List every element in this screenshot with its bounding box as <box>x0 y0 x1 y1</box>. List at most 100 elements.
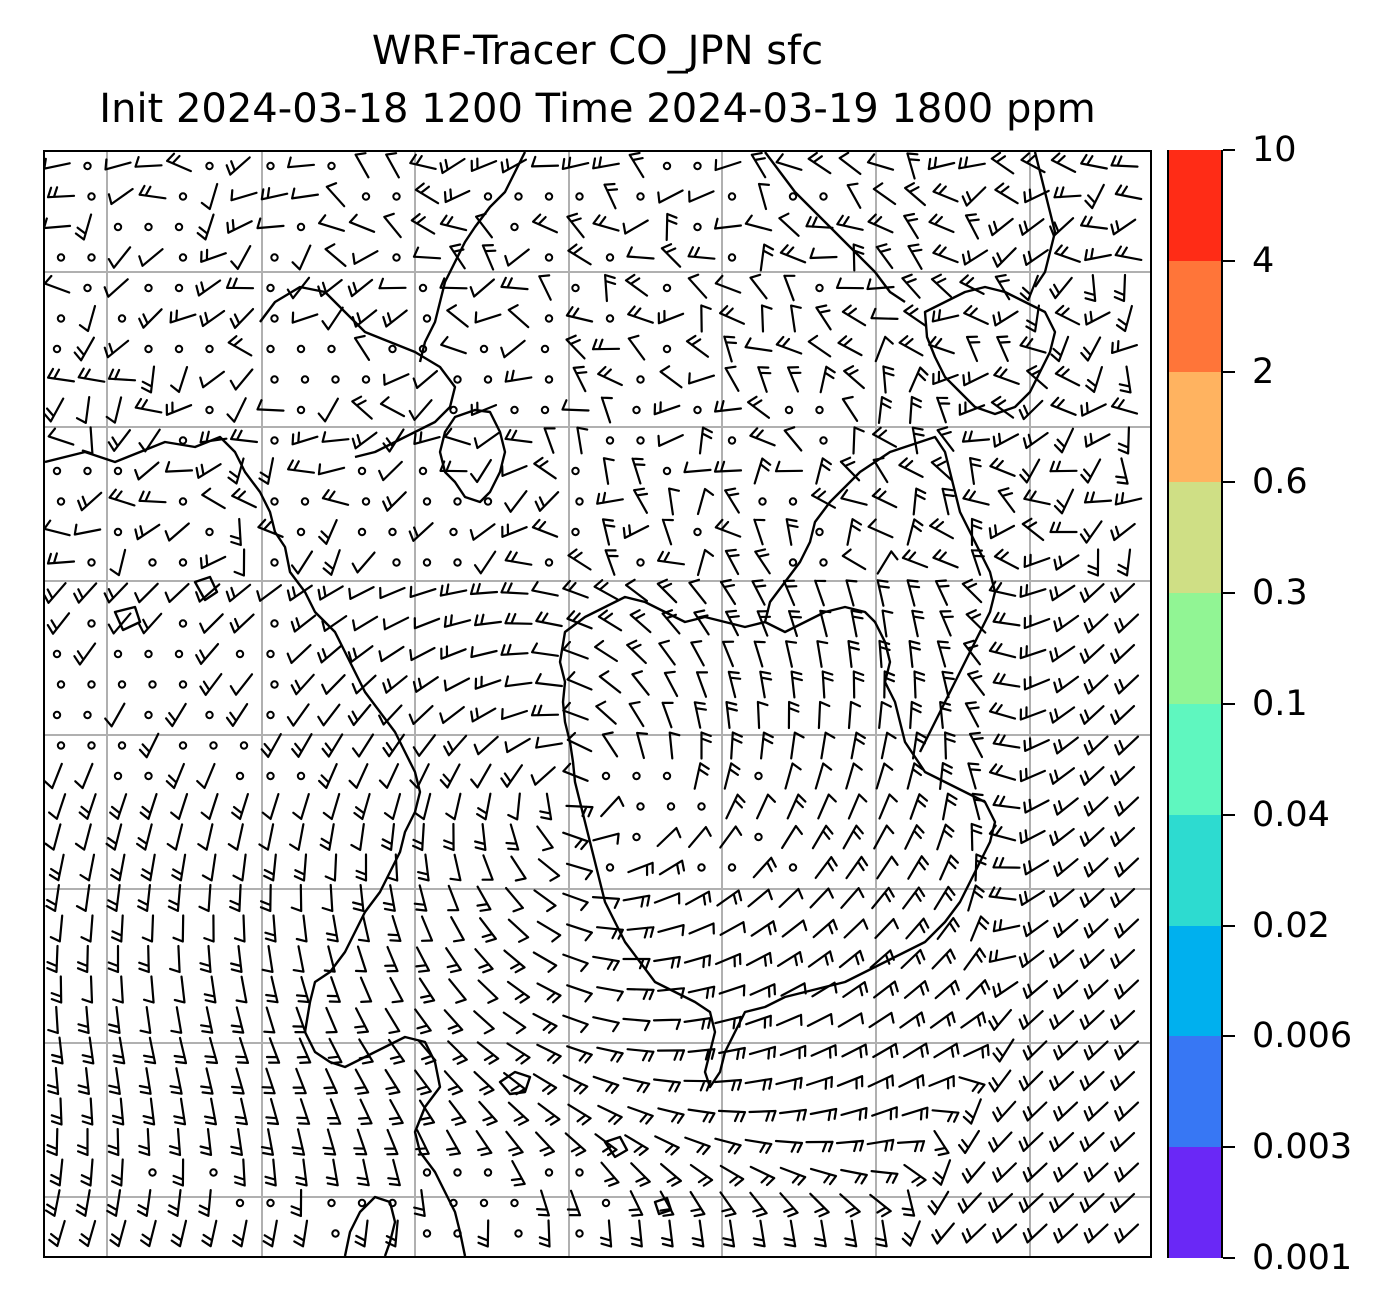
wind-barb <box>1054 304 1081 326</box>
wind-barb <box>384 1128 399 1156</box>
wind-barb <box>1053 1101 1079 1122</box>
wind-barb <box>592 214 620 232</box>
colorbar-segment <box>1169 481 1221 594</box>
wind-barb <box>852 670 865 699</box>
wind-barb <box>106 884 121 912</box>
wind-barb <box>869 949 895 969</box>
wind-barb <box>1049 645 1076 663</box>
wind-barb <box>961 249 989 266</box>
wind-barb <box>867 1074 895 1090</box>
wind-barb <box>566 731 593 753</box>
wind-barb <box>654 1135 680 1156</box>
wind-barb <box>600 795 625 818</box>
wind-barb <box>165 401 193 416</box>
wind-barb <box>1114 857 1140 878</box>
wind-barb <box>1114 492 1143 506</box>
colorbar-tick <box>1223 813 1235 816</box>
calm-wind-marker <box>453 558 462 567</box>
wind-barb <box>535 736 563 749</box>
wind-barb <box>46 186 76 199</box>
wind-barb <box>295 975 310 1004</box>
calm-wind-marker <box>117 741 127 750</box>
wind-barb <box>962 1098 982 1125</box>
wind-barb <box>264 1158 277 1187</box>
wind-barb <box>204 1036 219 1065</box>
wind-barb <box>962 371 989 387</box>
wind-barb <box>627 334 646 361</box>
wind-barb <box>1080 153 1108 170</box>
wind-barb <box>1079 1071 1105 1091</box>
wind-barb <box>688 372 715 385</box>
wind-barb <box>1087 548 1100 577</box>
wind-barb <box>775 1076 803 1091</box>
wind-barb <box>413 617 441 630</box>
wind-barb <box>657 1107 685 1124</box>
wind-barb <box>747 888 773 908</box>
wind-barb <box>415 1129 430 1156</box>
wind-barb <box>469 278 495 298</box>
wind-barb <box>264 914 277 943</box>
wind-barb <box>199 554 227 570</box>
wind-barb <box>473 1010 495 1035</box>
wind-barb <box>716 889 743 907</box>
wind-barb <box>326 976 341 1003</box>
wind-barb <box>443 1070 464 1096</box>
wind-barb <box>533 456 557 480</box>
wind-barb <box>683 461 712 474</box>
wind-barb <box>719 1164 745 1187</box>
wind-barb <box>901 1189 916 1217</box>
calm-wind-marker <box>422 497 432 506</box>
wind-barb <box>628 1190 644 1217</box>
wind-barb <box>261 793 280 820</box>
wind-barb <box>536 982 562 1004</box>
wind-barb <box>700 304 712 333</box>
wind-barb <box>322 792 341 821</box>
wind-barb <box>990 395 1015 419</box>
wind-barb <box>869 1193 892 1218</box>
wind-barb <box>657 550 685 566</box>
wind-barb <box>874 1219 888 1248</box>
wind-barb <box>989 457 1016 477</box>
wind-barb <box>756 793 776 820</box>
calm-wind-marker <box>144 771 153 781</box>
calm-wind-marker <box>788 558 798 567</box>
wind-barb <box>474 823 487 851</box>
wind-barb <box>383 212 402 239</box>
wind-barb <box>899 1011 926 1029</box>
calm-wind-marker <box>514 192 523 201</box>
wind-barb <box>134 523 161 541</box>
wind-barb <box>1022 1162 1048 1183</box>
calm-wind-marker <box>575 497 584 506</box>
wind-barb <box>444 427 471 446</box>
calm-wind-marker <box>327 344 336 354</box>
wind-barb <box>109 548 127 577</box>
wind-barb <box>622 1017 651 1032</box>
wind-barb <box>1049 1132 1075 1152</box>
wind-barb <box>168 1127 182 1157</box>
wind-barb <box>325 914 339 943</box>
wind-barb <box>415 946 431 973</box>
calm-wind-marker <box>113 222 123 232</box>
wind-barb <box>412 676 439 693</box>
wind-barb <box>992 919 1021 933</box>
wind-barb <box>876 550 899 575</box>
wind-barb <box>1023 676 1051 691</box>
wind-barb <box>775 335 803 355</box>
calm-wind-marker <box>178 741 188 750</box>
wind-barb <box>408 399 433 421</box>
wind-barb <box>785 518 799 546</box>
wind-barb <box>696 548 715 577</box>
wind-barb <box>1049 1010 1075 1030</box>
colorbar-segment <box>1169 371 1221 483</box>
wind-barb <box>324 853 338 882</box>
wind-barb <box>872 426 897 448</box>
calm-wind-marker <box>361 497 371 506</box>
colorbar-tick-label: 4 <box>1252 240 1275 281</box>
wind-barb <box>290 614 317 633</box>
wind-barb <box>46 612 71 635</box>
wind-barb <box>1018 1193 1044 1213</box>
wind-barb <box>504 612 533 625</box>
wind-barb <box>230 429 258 444</box>
wind-barb <box>103 339 130 359</box>
wind-barb <box>997 487 1016 513</box>
